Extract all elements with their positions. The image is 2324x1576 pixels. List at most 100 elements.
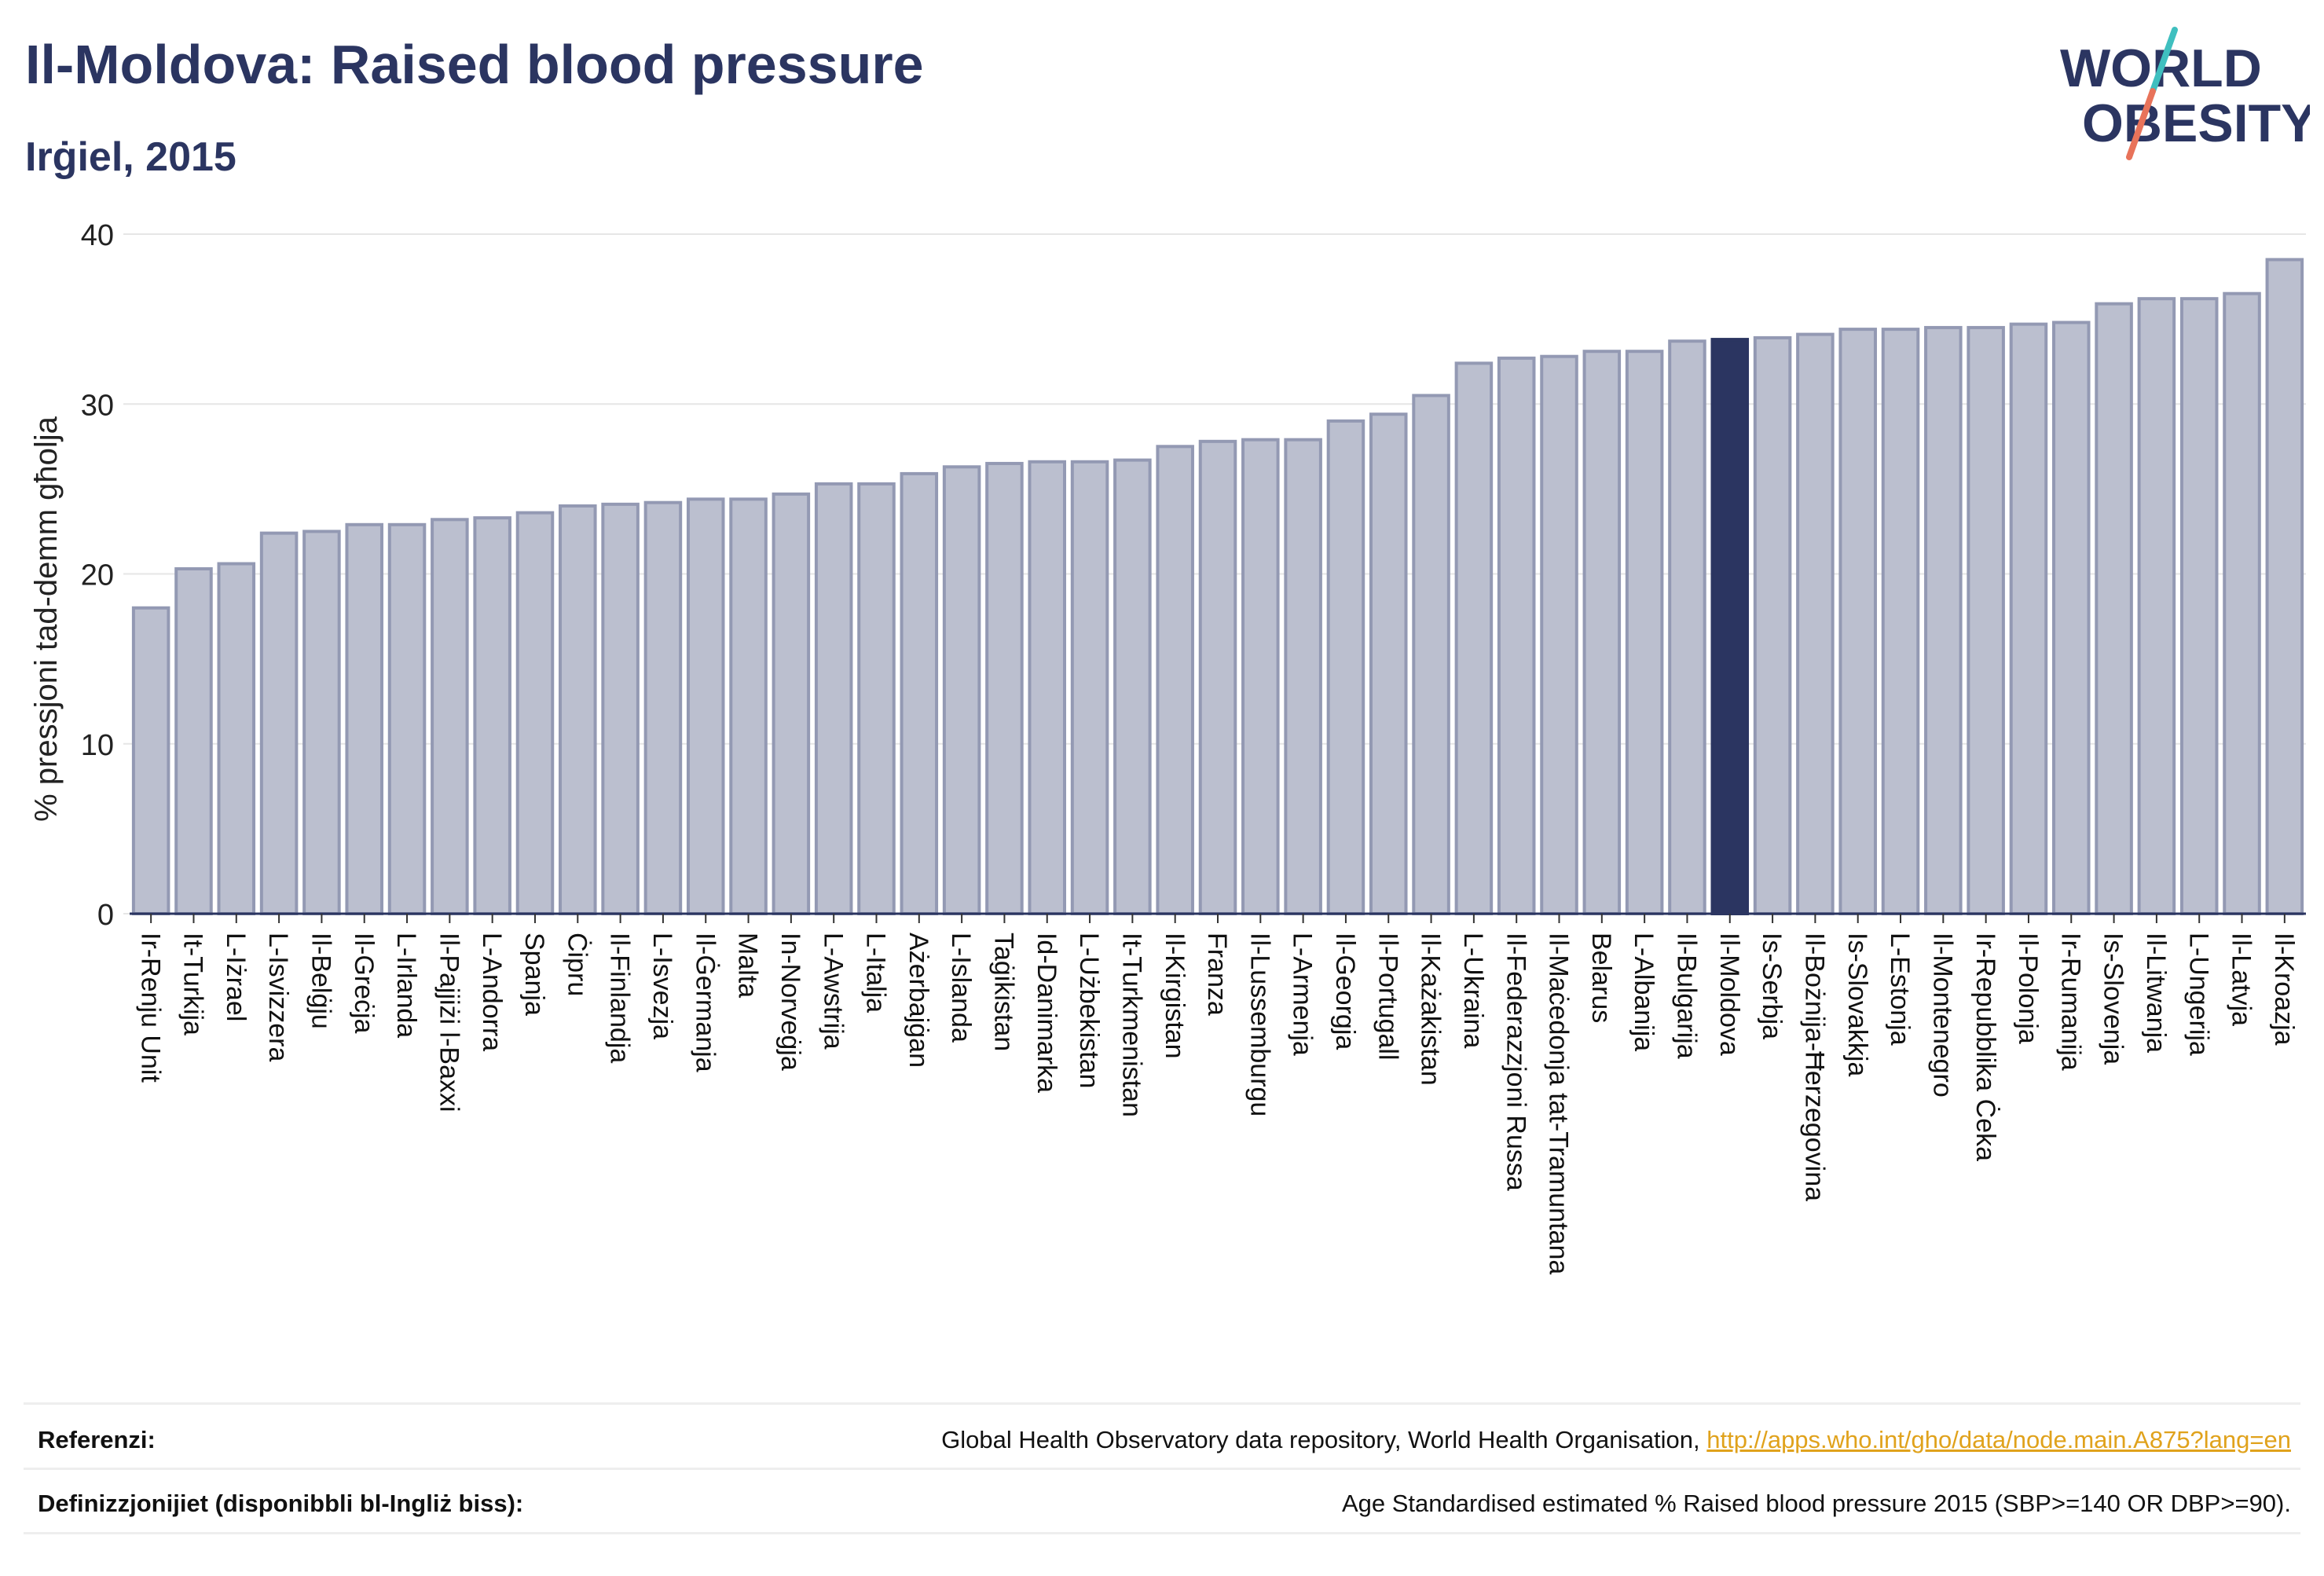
chart-subtitle: Irġiel, 2015 (25, 134, 236, 180)
logo-coral-slash (2126, 88, 2156, 160)
bar-layer (131, 258, 2304, 916)
bar (2179, 297, 2219, 915)
bar (259, 531, 299, 915)
x-tick-label: L-Irlanda (391, 933, 421, 1038)
bar (345, 522, 383, 915)
x-tick-label: Taġikistan (989, 933, 1019, 1051)
bar (1753, 335, 1792, 916)
bar (302, 530, 341, 915)
bar (1198, 439, 1237, 915)
x-tick-label: Id-Danimarka (1032, 933, 1061, 1093)
bar (1497, 356, 1536, 915)
x-tick-label: L-Isvizzera (263, 933, 293, 1061)
bar (2265, 258, 2304, 915)
bar (857, 482, 896, 915)
bar (772, 492, 811, 915)
y-tick-label: 40 (81, 219, 114, 252)
bar (942, 465, 981, 915)
x-tick-label: L-Ukraina (1458, 933, 1488, 1048)
x-tick-label: In-Norveġja (775, 933, 805, 1071)
x-tick-label: L-Awstrija (818, 933, 848, 1050)
bar (217, 562, 256, 916)
bar (1796, 332, 1835, 915)
y-tick-label: 20 (81, 559, 114, 592)
x-tick-label: Il-Federazzjoni Russa (1501, 933, 1530, 1191)
bar (985, 461, 1024, 915)
footer-divider-bottom (24, 1532, 2300, 1534)
x-tick-label: It-Turkija (178, 933, 208, 1035)
bar-highlight (1710, 338, 1750, 915)
bar-chart: 0 10 20 30 40 Ir-Renju Unit It-Turkija L-Iżrae… (29, 219, 2306, 1274)
bar (1369, 412, 1408, 915)
x-tick-label: Il-Moldova (1714, 933, 1744, 1056)
x-tick-labels: Ir-Renju Unit It-Turkija L-Iżrael L-Isvizze… (135, 914, 2299, 1274)
bar (174, 567, 213, 915)
x-tick-label: Il-Każakistan (1416, 933, 1446, 1086)
bar (1454, 361, 1494, 916)
x-tick-label: Ir-Repubblika Ċeka (1970, 933, 2000, 1161)
world-obesity-logo: WORLD OBESITY (2060, 27, 2310, 160)
x-tick-label: Il-Latvja (2227, 933, 2256, 1026)
y-axis-label: % pressjoni tad-demm għolja (29, 416, 64, 822)
x-tick-label: L-Ungerija (2183, 933, 2213, 1056)
x-tick-label: Franza (1202, 933, 1232, 1016)
bar (1156, 445, 1194, 915)
bar (601, 502, 640, 915)
x-tick-label: L-Użbekistan (1074, 933, 1104, 1088)
x-tick-label: Il-Kirgistan (1160, 933, 1189, 1059)
x-tick-label: Il-Belġju (306, 933, 336, 1029)
bar (515, 511, 555, 916)
x-tick-label: Il-Pajjiżi l-Baxxi (434, 933, 464, 1112)
x-tick-label: Is-Slovenja (2099, 933, 2128, 1065)
logo-teal-slash (2150, 27, 2178, 94)
references-text: Global Health Observatory data repositor… (941, 1426, 1700, 1453)
x-tick-label: Is-Serbja (1757, 933, 1787, 1039)
references-label: Referenzi: (38, 1426, 156, 1453)
y-tick-label: 10 (81, 729, 114, 762)
x-tick-label: Ir-Renju Unit (135, 933, 165, 1083)
x-tick-label: L-Italja (861, 933, 891, 1013)
definitions-text: Age Standardised estimated % Raised bloo… (1341, 1490, 2291, 1517)
bar (1113, 458, 1152, 915)
bar (473, 516, 511, 915)
x-tick-label: L-Albanija (1629, 933, 1659, 1051)
bar (1838, 328, 1877, 916)
bar (1582, 350, 1622, 915)
bar (686, 497, 725, 915)
references-value: Global Health Observatory data repositor… (941, 1426, 2291, 1454)
bar (814, 482, 853, 915)
x-tick-label: It-Turkmenistan (1116, 933, 1146, 1117)
x-tick-label: Ċipru (562, 933, 592, 996)
bar (559, 504, 597, 915)
bar (643, 500, 683, 915)
logo-line-2: OBESITY (2082, 93, 2310, 153)
y-tick-label: 30 (81, 389, 114, 422)
bar (1967, 325, 2005, 915)
x-tick-label: Belarus (1586, 933, 1616, 1023)
x-tick-label: Il-Bożnija-Ħerzegovina (1799, 933, 1829, 1201)
x-tick-label: Il-Maċedonja tat-Tramuntana (1544, 933, 1574, 1274)
references-link[interactable]: http://apps.who.int/gho/data/node.main.A… (1706, 1426, 2291, 1453)
bar (2009, 322, 2048, 915)
x-tick-label: L-Iżrael (221, 933, 251, 1021)
bar (1028, 460, 1067, 915)
definitions-label: Definizzjonijiet (disponibbli bl-Ingliż … (38, 1490, 524, 1517)
x-tick-label: Il-Portugall (1373, 933, 1402, 1061)
x-tick-label: Il-Greċja (349, 933, 379, 1034)
x-tick-label: Il-Finlandja (605, 933, 635, 1063)
bar (1241, 438, 1280, 915)
x-tick-label: Il-Litwanja (2141, 933, 2171, 1053)
bar (1924, 325, 1963, 915)
bar (431, 518, 469, 915)
x-tick-label: Il-Ġermanja (690, 933, 720, 1072)
bar (1284, 438, 1322, 915)
y-tick-label: 0 (97, 899, 114, 932)
x-tick-label: Is-Slovakkja (1842, 933, 1872, 1076)
x-tick-label: Il-Polonja (2013, 933, 2043, 1044)
bar (2052, 321, 2091, 915)
footer-divider-mid (24, 1468, 2300, 1470)
bar (131, 606, 170, 915)
bar (1668, 339, 1706, 915)
x-tick-label: Il-Georgja (1330, 933, 1360, 1050)
x-tick-label: Spanja (519, 933, 549, 1016)
